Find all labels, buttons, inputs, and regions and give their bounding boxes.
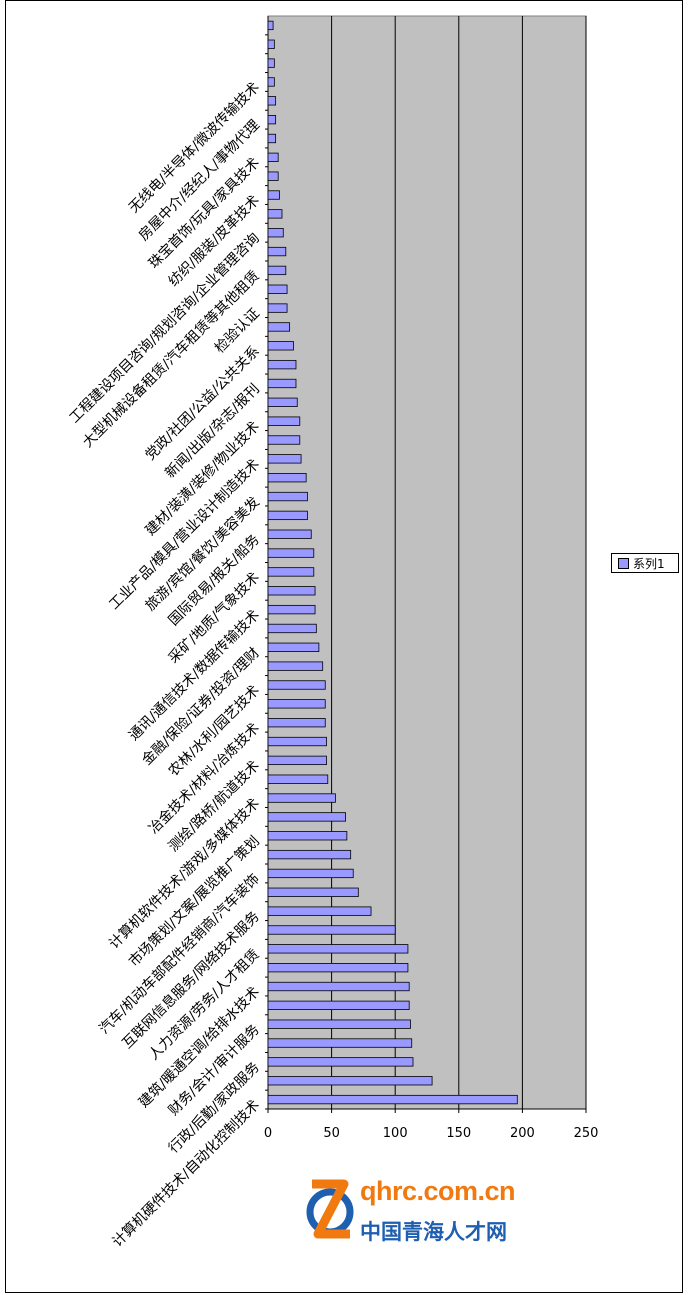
logo-mark-icon	[306, 1179, 354, 1239]
bar	[267, 793, 336, 803]
bar	[267, 718, 326, 728]
bar	[267, 736, 327, 747]
bar	[267, 680, 326, 690]
x-tick-label: 150	[446, 1126, 471, 1141]
bar	[267, 133, 277, 144]
bar	[267, 868, 354, 879]
bar	[267, 755, 327, 766]
bar	[267, 1094, 518, 1105]
bar	[267, 246, 287, 257]
legend-swatch	[618, 557, 629, 569]
bar	[267, 454, 302, 464]
y-tick-label: 互联网信息服务/网络技术服务	[119, 908, 263, 1052]
x-tick-label: 200	[510, 1126, 535, 1141]
bar	[267, 322, 291, 332]
bar	[267, 981, 410, 992]
bar	[267, 548, 315, 558]
bar	[267, 925, 396, 935]
legend-label: 系列1	[633, 556, 665, 571]
bar	[267, 642, 320, 652]
x-tick-label: 50	[323, 1126, 340, 1141]
bar	[267, 171, 279, 181]
bar	[267, 58, 275, 68]
legend: 系列1	[611, 553, 679, 573]
bar	[267, 1019, 411, 1029]
bar	[267, 812, 346, 822]
bar	[267, 20, 274, 31]
bar	[267, 378, 297, 389]
bar	[267, 963, 409, 973]
bar	[267, 209, 283, 219]
bar	[267, 190, 280, 200]
y-tick-label: 计算机硬件技术/自动化控制技术	[110, 1097, 263, 1250]
bar	[267, 604, 316, 615]
x-tick-label: 100	[383, 1126, 408, 1141]
bar	[267, 491, 308, 502]
bar	[267, 510, 308, 521]
bar	[267, 416, 301, 426]
bar	[267, 887, 359, 897]
bar	[267, 849, 352, 860]
y-axis-labels: 计算机硬件技术/自动化控制技术行政/后勤/家政服务财务/会计/审计服务建筑/暖通…	[66, 79, 263, 1250]
bar	[267, 699, 326, 709]
watermark-logo: qhrc.com.cn 中国青海人才网	[304, 1172, 516, 1254]
x-tick-label: 0	[264, 1126, 272, 1141]
bar	[267, 1076, 433, 1086]
bar	[267, 341, 294, 351]
bar	[267, 152, 279, 162]
bar	[267, 473, 307, 483]
bar	[267, 831, 348, 841]
bar	[267, 435, 301, 445]
bar	[267, 529, 312, 539]
bar	[267, 284, 288, 294]
bar	[267, 774, 329, 784]
x-tick-label: 250	[574, 1126, 599, 1141]
logo-site-name: 中国青海人才网	[360, 1220, 507, 1244]
bar	[267, 265, 287, 276]
x-axis-ticks: 0 50 100 150 200 250	[264, 1109, 599, 1141]
bar	[267, 586, 316, 596]
bar	[267, 39, 275, 49]
bar	[267, 567, 315, 577]
logo-url: qhrc.com.cn	[360, 1176, 516, 1206]
bar	[267, 228, 284, 238]
bar	[267, 1057, 414, 1067]
bar	[267, 303, 288, 313]
bars-group	[265, 20, 518, 1110]
bar	[267, 77, 275, 87]
bar	[267, 359, 297, 370]
bar	[267, 906, 372, 916]
bar	[267, 623, 317, 634]
bar	[267, 114, 277, 125]
bar	[267, 397, 298, 407]
bar	[267, 96, 277, 106]
bar	[267, 661, 324, 671]
bar	[267, 1000, 410, 1011]
bar	[267, 1038, 413, 1048]
bar	[267, 944, 409, 954]
